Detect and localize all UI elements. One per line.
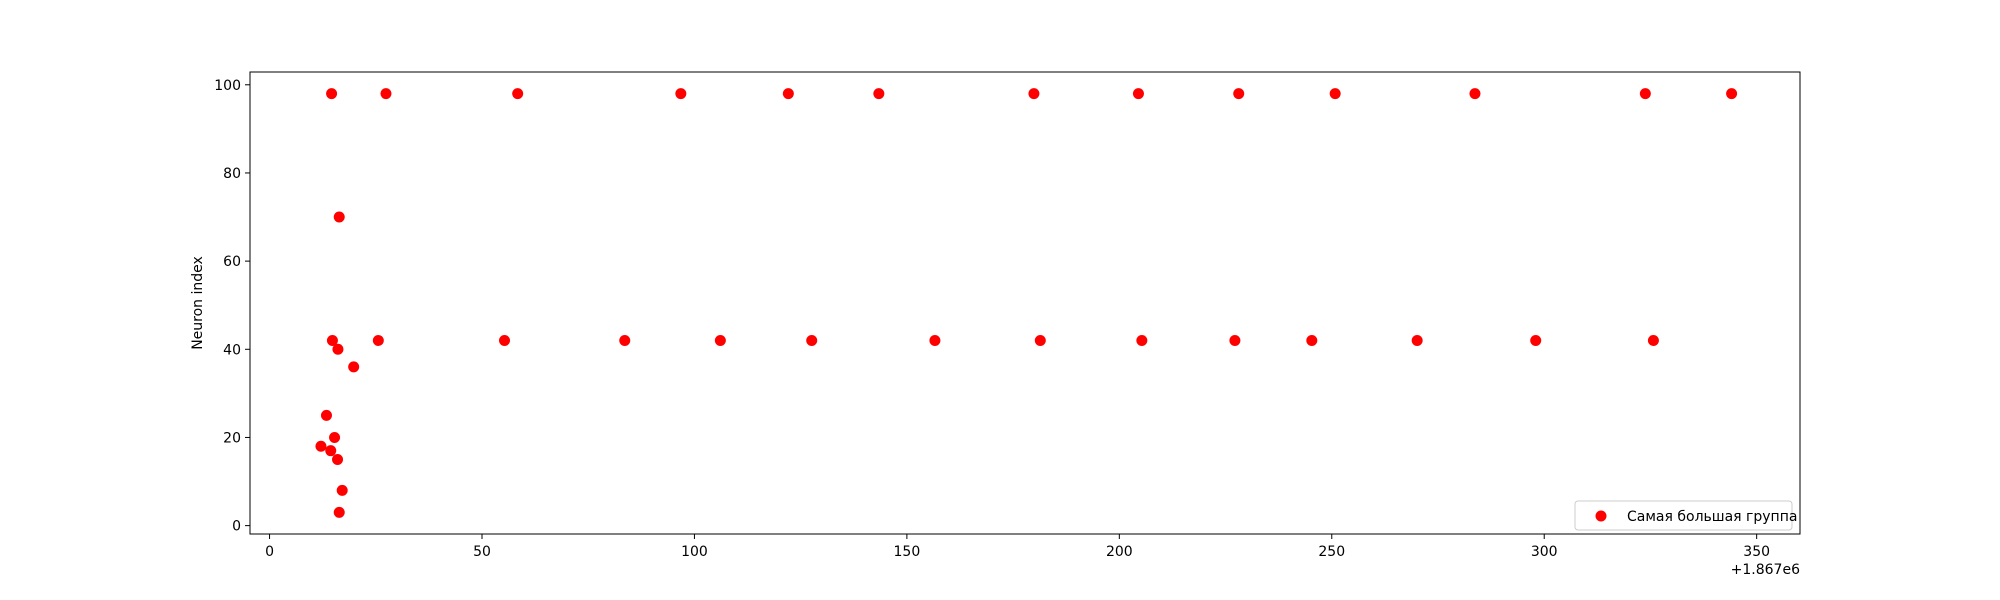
x-axis-ticks: 0 50 100 150 200 250 300 350: [265, 534, 1770, 560]
data-point: [1469, 88, 1481, 100]
x-tick-label: 150: [894, 544, 921, 560]
data-point: [1034, 334, 1046, 346]
data-point: [1647, 334, 1659, 346]
data-point: [333, 211, 345, 223]
x-tick-label: 250: [1318, 544, 1345, 560]
data-point: [332, 454, 344, 465]
x-tick-label: 50: [473, 544, 491, 560]
data-point: [1306, 334, 1318, 346]
x-tick-label: 0: [265, 544, 274, 560]
x-tick-label: 350: [1743, 544, 1770, 560]
data-points: [315, 88, 1738, 518]
legend-marker: [1595, 510, 1607, 522]
data-point: [619, 334, 631, 346]
data-point: [929, 334, 941, 346]
y-tick-label: 40: [223, 342, 241, 358]
data-point: [326, 334, 338, 346]
data-point: [1726, 88, 1738, 100]
data-point: [372, 334, 384, 346]
x-tick-label: 100: [681, 544, 708, 560]
data-point: [1028, 88, 1040, 100]
y-axis-label: Neuron index: [190, 256, 206, 350]
data-point: [1136, 334, 1148, 346]
data-point: [333, 506, 345, 518]
data-point: [512, 88, 524, 100]
y-axis-ticks: 0 20 40 60 80 100: [214, 78, 250, 535]
legend: Самая большая группа: [1574, 500, 1797, 531]
x-tick-label: 300: [1531, 544, 1558, 560]
y-tick-label: 0: [232, 519, 241, 535]
y-tick-label: 60: [223, 254, 241, 270]
data-point: [325, 445, 337, 457]
legend-box: [1574, 500, 1793, 531]
y-tick-label: 100: [214, 78, 241, 94]
data-point: [329, 431, 341, 443]
legend-label: Самая большая группа: [1627, 509, 1797, 525]
data-point: [380, 88, 392, 100]
data-point: [1229, 334, 1241, 346]
data-point: [320, 409, 332, 421]
data-point: [315, 440, 327, 452]
data-point: [336, 484, 348, 496]
data-point: [1329, 88, 1341, 100]
x-axis-offset-label: +1.867e6: [1731, 562, 1800, 578]
data-point: [714, 334, 726, 346]
data-point: [332, 343, 344, 355]
data-point: [348, 361, 360, 373]
plot-frame: [249, 71, 1801, 535]
data-point: [1132, 88, 1144, 100]
data-point: [782, 88, 794, 100]
y-tick-label: 20: [223, 430, 241, 446]
x-tick-label: 200: [1106, 544, 1133, 560]
data-point: [873, 88, 885, 100]
data-point: [499, 334, 511, 346]
plot-area: [250, 72, 1800, 534]
data-point: [1530, 334, 1542, 346]
data-point: [806, 334, 818, 346]
data-point: [1639, 88, 1651, 100]
data-point: [1233, 88, 1245, 100]
data-point: [675, 88, 687, 100]
data-point: [326, 88, 338, 100]
y-tick-label: 80: [223, 166, 241, 182]
data-point: [1411, 334, 1423, 346]
